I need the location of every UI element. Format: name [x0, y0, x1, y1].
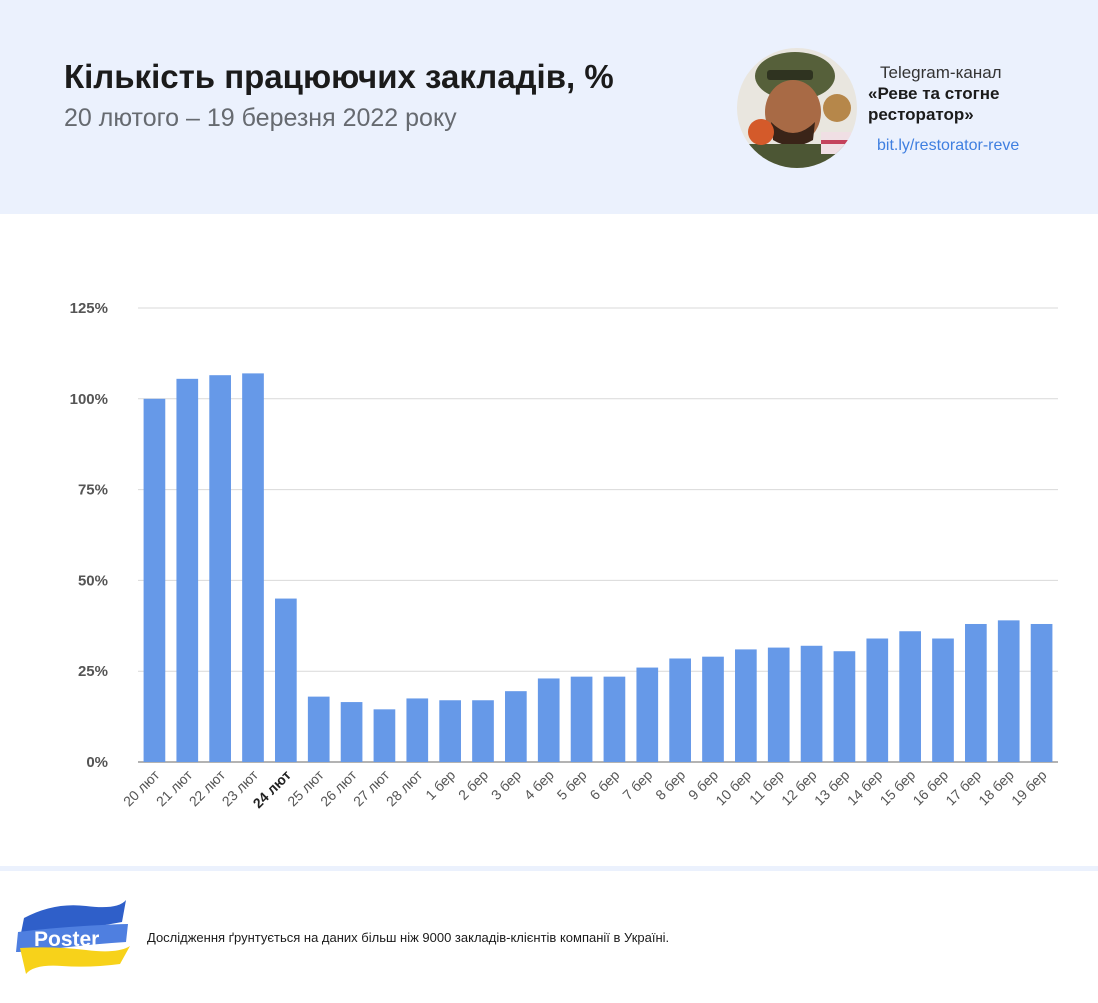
bar [537, 678, 560, 762]
bar [702, 656, 724, 762]
header-panel: Кількість працюючих закладів, % 20 лютог… [0, 0, 1098, 214]
x-tick-label: 28 лют [383, 766, 426, 809]
x-tick-label: 5 бер [554, 767, 590, 803]
bar [406, 698, 429, 762]
y-tick-label: 125% [70, 300, 108, 317]
bar [735, 649, 757, 762]
bar [505, 691, 527, 762]
footer-divider [0, 866, 1098, 871]
x-tick-label: 15 бер [877, 767, 919, 809]
footnote: Дослідження ґрунтується на даних більш н… [147, 930, 670, 945]
y-tick-label: 100% [70, 391, 108, 408]
bar [833, 651, 856, 762]
bar [603, 676, 626, 762]
poster-logo: Poster [16, 900, 130, 974]
channel-avatar[interactable] [737, 48, 857, 168]
x-tick-label: 6 бер [586, 767, 622, 803]
logo-text: Poster [34, 928, 99, 951]
bar [373, 709, 396, 762]
chart-title: Кількість працюючих закладів, % [64, 58, 614, 95]
bar [242, 373, 264, 762]
bar [570, 676, 593, 762]
chart-subtitle: 20 лютого – 19 березня 2022 року [64, 104, 457, 132]
x-tick-label: 12 бер [778, 767, 820, 809]
y-tick-label: 25% [78, 663, 108, 680]
x-tick-label: 7 бер [619, 767, 655, 803]
x-tick-label: 14 бер [844, 767, 886, 809]
telegram-label: Telegram-канал [880, 63, 1002, 82]
x-tick-label: 10 бер [712, 767, 754, 809]
x-tick-label: 16 бер [909, 767, 951, 809]
x-tick-label: 19 бер [1008, 767, 1050, 809]
bar [143, 398, 166, 762]
bar [669, 658, 691, 762]
x-tick-label: 4 бер [521, 767, 557, 803]
y-tick-label: 75% [78, 482, 108, 499]
x-tick-label: 13 бер [811, 767, 853, 809]
bar [965, 623, 987, 762]
bar [340, 702, 363, 762]
x-tick-label: 11 бер [746, 767, 787, 808]
bar [899, 631, 921, 762]
bar [1030, 623, 1053, 762]
bar [636, 667, 659, 762]
x-tick-label: 1 бер [422, 767, 458, 803]
bar [767, 647, 790, 762]
y-tick-label: 50% [78, 572, 108, 589]
bar [439, 700, 461, 762]
x-tick-label: 3 бер [488, 767, 524, 803]
bar [307, 696, 330, 762]
bar [997, 620, 1020, 762]
x-tick-label: 18 бер [975, 767, 1017, 809]
channel-name: «Реве та стогне ресторатор» [868, 84, 1000, 124]
x-tick-label: 17 бер [942, 767, 984, 809]
y-tick-label: 0% [86, 754, 108, 771]
bar [866, 638, 889, 762]
bar [176, 378, 199, 762]
bar [472, 700, 494, 762]
x-tick-label: 8 бер [652, 767, 688, 803]
bar [800, 645, 823, 762]
channel-link[interactable]: bit.ly/restorator-reve [877, 137, 1020, 154]
bar [932, 638, 954, 762]
x-tick-label: 2 бер [455, 767, 491, 803]
bar [275, 598, 297, 762]
bar [209, 375, 231, 762]
